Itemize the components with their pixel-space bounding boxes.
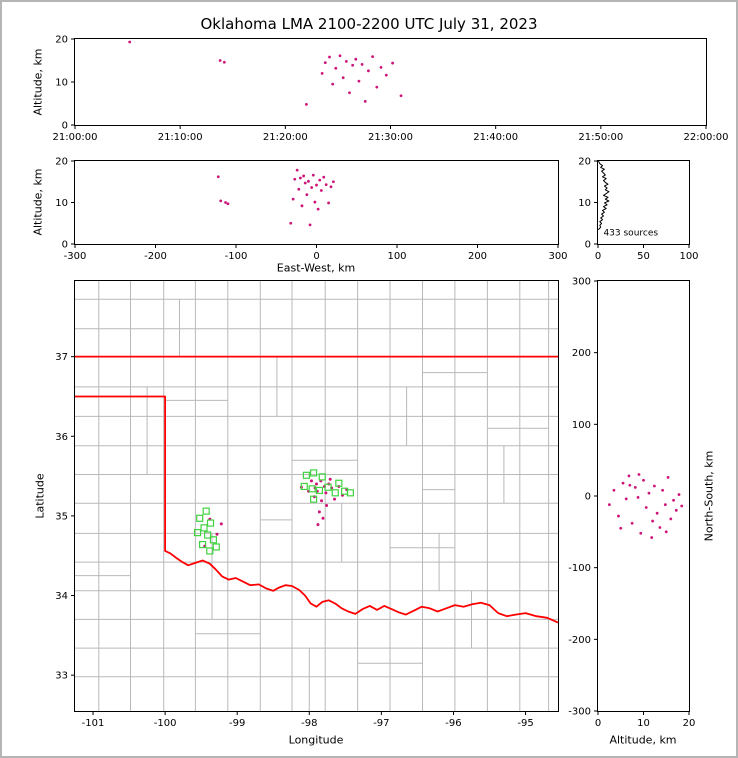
svg-text:100: 100 [679,251,698,262]
east-west-height-panel: -300 -200 -100 0 100 200 300 0 10 20 [55,157,567,263]
svg-text:-95: -95 [517,718,533,729]
svg-text:0: 0 [313,251,319,262]
svg-text:10: 10 [55,198,68,209]
svg-text:-100: -100 [154,718,177,729]
svg-text:20: 20 [683,718,696,729]
ew-panel-xlabel: East-West, km [276,261,356,275]
svg-text:-98: -98 [301,718,317,729]
map-xlabel: Longitude [288,733,344,747]
ns-panel-ylabel: North-South, km [702,450,716,542]
svg-text:0: 0 [585,492,591,503]
svg-text:-100: -100 [568,563,591,574]
svg-text:37: 37 [55,352,68,363]
svg-text:-101: -101 [82,718,105,729]
svg-text:-300: -300 [64,251,87,262]
svg-text:10: 10 [578,198,591,209]
svg-text:433 sources: 433 sources [603,229,658,239]
plan-view-map-panel: -101 -100 -99 -98 -97 -96 -95 33 34 35 36 37 [55,280,559,729]
time-height-panel: 21:00:00 21:10:00 21:20:00 21:30:00 21:40:00… [53,35,729,144]
svg-text:21:50:00: 21:50:00 [578,132,623,143]
altitude-histogram-panel: 0 50 100 0 10 20 433 sources [578,157,698,263]
svg-text:100: 100 [572,420,591,431]
svg-text:20: 20 [55,35,68,46]
svg-text:-300: -300 [568,707,591,718]
svg-text:36: 36 [55,432,68,443]
svg-text:200: 200 [468,251,487,262]
svg-text:0: 0 [585,240,591,251]
svg-text:21:00:00: 21:00:00 [53,132,98,143]
svg-text:10: 10 [637,718,650,729]
time-panel-ylabel: Altitude, km [31,48,45,116]
svg-text:300: 300 [572,277,591,288]
svg-text:22:00:00: 22:00:00 [684,132,729,143]
svg-text:34: 34 [55,591,68,602]
svg-text:21:10:00: 21:10:00 [158,132,203,143]
svg-text:20: 20 [55,157,68,168]
svg-text:21:30:00: 21:30:00 [368,132,413,143]
svg-text:-99: -99 [229,718,245,729]
svg-text:10: 10 [55,78,68,89]
svg-text:21:20:00: 21:20:00 [263,132,308,143]
svg-text:21:40:00: 21:40:00 [473,132,518,143]
svg-text:-100: -100 [225,251,248,262]
svg-text:20: 20 [578,157,591,168]
svg-text:0: 0 [595,251,601,262]
svg-text:-96: -96 [445,718,461,729]
svg-text:200: 200 [572,348,591,359]
svg-text:-200: -200 [568,635,591,646]
svg-text:300: 300 [548,251,567,262]
map-ylabel: Latitude [33,473,47,519]
north-south-altitude-panel: 0 10 20 300 200 100 0 -100 -200 -300 [568,277,695,730]
figure-title: Oklahoma LMA 2100-2200 UTC July 31, 2023 [200,15,538,33]
ew-panel-ylabel: Altitude, km [31,168,45,236]
svg-text:0: 0 [595,718,601,729]
svg-text:100: 100 [387,251,406,262]
svg-text:-97: -97 [373,718,389,729]
svg-text:35: 35 [55,511,68,522]
svg-text:-200: -200 [144,251,167,262]
ns-panel-xlabel: Altitude, km [609,733,677,747]
svg-text:33: 33 [55,671,68,682]
svg-text:50: 50 [637,251,650,262]
svg-text:0: 0 [62,121,68,132]
svg-text:0: 0 [62,240,68,251]
